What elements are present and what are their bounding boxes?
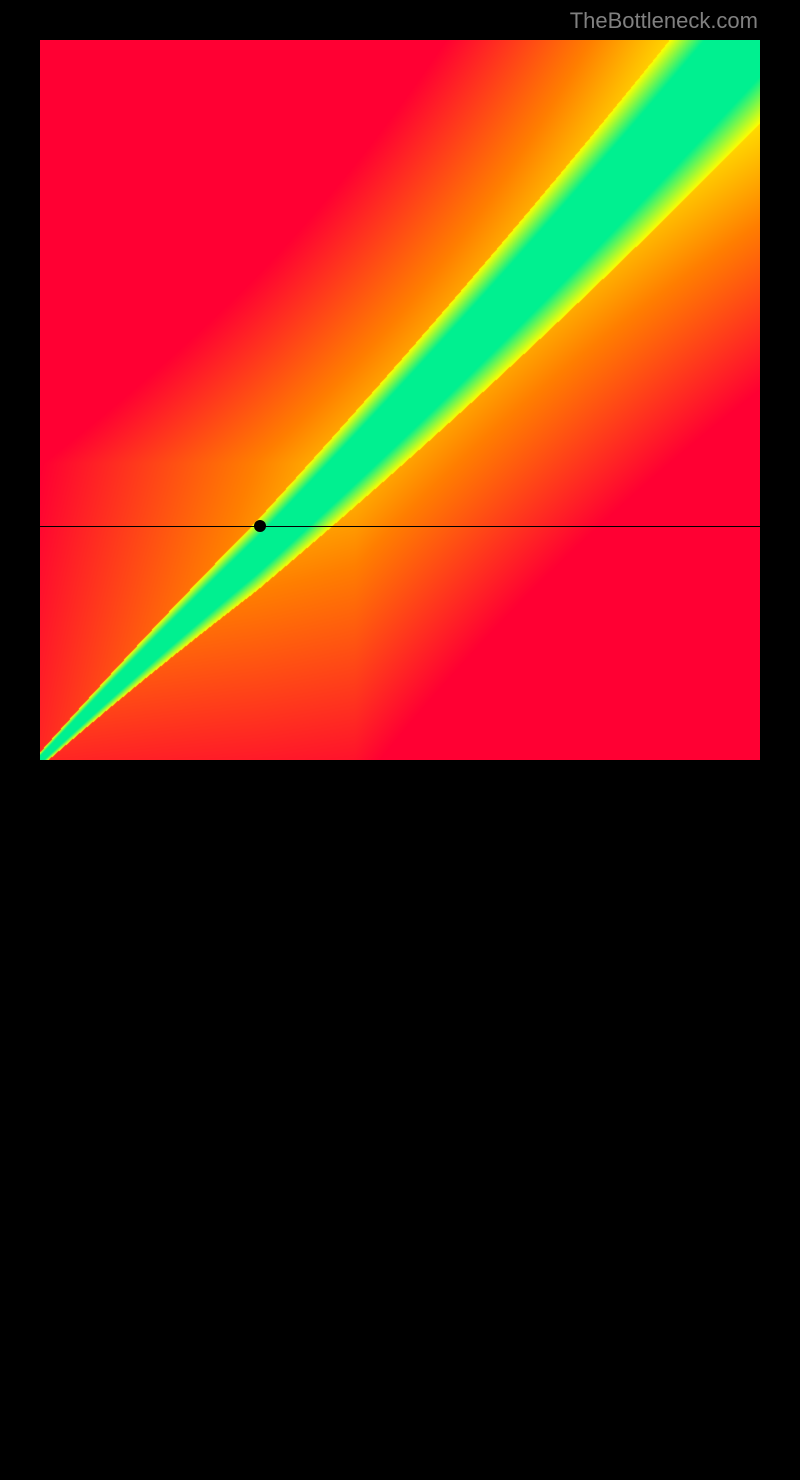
chart-area — [40, 40, 760, 760]
crosshair-horizontal — [40, 526, 760, 527]
marker-point — [254, 520, 266, 532]
heatmap-canvas — [40, 40, 760, 760]
chart-container: TheBottleneck.com — [0, 0, 800, 800]
crosshair-vertical — [260, 760, 261, 1480]
watermark-text: TheBottleneck.com — [570, 8, 758, 34]
